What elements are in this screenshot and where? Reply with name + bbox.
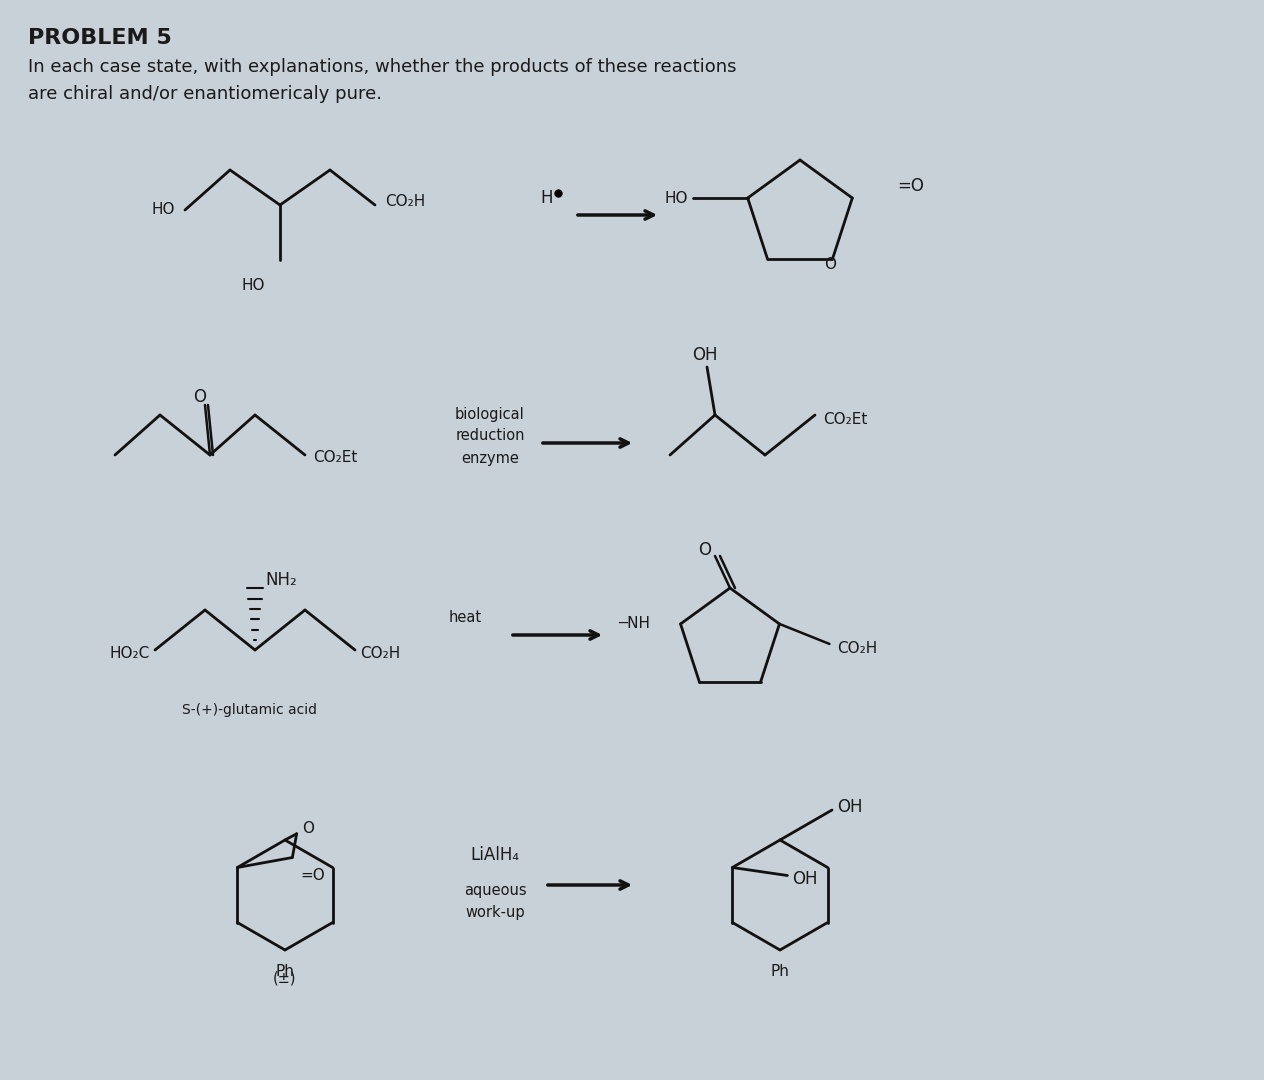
Text: (±): (±) xyxy=(273,971,297,985)
Text: HO: HO xyxy=(152,203,174,217)
Text: O: O xyxy=(824,257,836,272)
Text: OH: OH xyxy=(693,346,718,364)
Text: OH: OH xyxy=(793,869,818,888)
Text: CO₂H: CO₂H xyxy=(386,194,425,210)
Text: O: O xyxy=(699,541,712,559)
Text: CO₂H: CO₂H xyxy=(838,642,877,657)
Text: are chiral and/or enantiomericaly pure.: are chiral and/or enantiomericaly pure. xyxy=(28,85,382,103)
Text: HO: HO xyxy=(241,278,265,293)
Text: heat: heat xyxy=(449,610,482,625)
Text: Ph: Ph xyxy=(276,964,295,980)
Text: =O: =O xyxy=(301,868,325,883)
Text: =O: =O xyxy=(897,177,924,195)
Text: NH₂: NH₂ xyxy=(265,571,297,589)
Text: enzyme: enzyme xyxy=(461,450,520,465)
Text: H: H xyxy=(540,189,552,207)
Text: S-(+)-glutamic acid: S-(+)-glutamic acid xyxy=(182,703,317,717)
Text: PROBLEM 5: PROBLEM 5 xyxy=(28,28,172,48)
Text: ─NH: ─NH xyxy=(618,617,651,632)
Text: LiAlH₄: LiAlH₄ xyxy=(470,846,520,864)
Text: biological: biological xyxy=(455,407,525,422)
Text: OH: OH xyxy=(837,798,862,816)
Text: HO: HO xyxy=(664,190,688,205)
Text: reduction: reduction xyxy=(455,428,525,443)
Text: CO₂Et: CO₂Et xyxy=(313,449,358,464)
Text: aqueous: aqueous xyxy=(464,882,526,897)
Text: O: O xyxy=(302,821,313,836)
Text: CO₂Et: CO₂Et xyxy=(823,413,867,428)
Text: CO₂H: CO₂H xyxy=(360,646,401,661)
Text: In each case state, with explanations, whether the products of these reactions: In each case state, with explanations, w… xyxy=(28,58,737,76)
Text: work-up: work-up xyxy=(465,905,525,919)
Text: HO₂C: HO₂C xyxy=(110,646,150,661)
Text: Ph: Ph xyxy=(771,964,790,980)
Text: O: O xyxy=(193,388,206,406)
